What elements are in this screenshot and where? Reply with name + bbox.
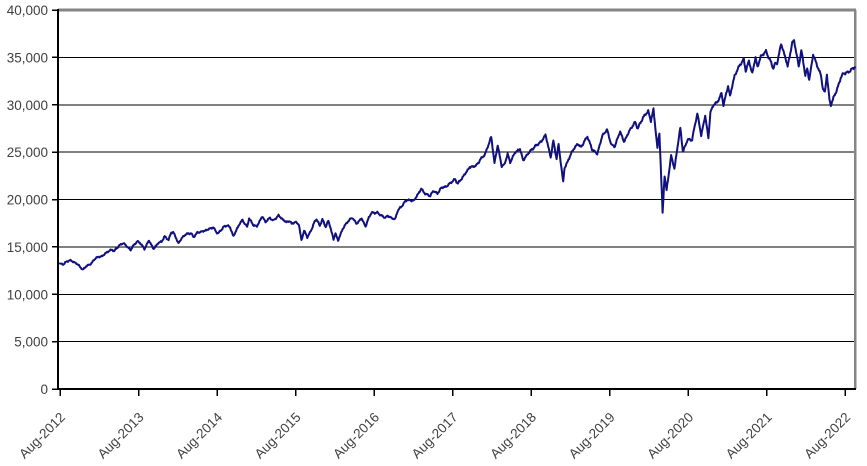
- x-axis-label: Aug-2017: [409, 410, 461, 462]
- x-axis-label: Aug-2018: [487, 410, 539, 462]
- x-axis-label: Aug-2019: [566, 410, 618, 462]
- y-axis-label: 5,000: [14, 335, 48, 350]
- x-axis-label: Aug-2022: [801, 410, 853, 462]
- y-axis-label: 35,000: [7, 50, 48, 65]
- x-axis-label: Aug-2021: [723, 410, 775, 462]
- x-axis-label: Aug-2012: [16, 410, 68, 462]
- y-axis-label: 10,000: [7, 287, 48, 302]
- y-axis-label: 20,000: [7, 193, 48, 208]
- price-line: [59, 39, 856, 271]
- y-axis-label: 15,000: [7, 240, 48, 255]
- x-axis-label: Aug-2015: [252, 410, 304, 462]
- x-axis-label: Aug-2020: [644, 410, 696, 462]
- x-axis-label: Aug-2014: [173, 409, 225, 461]
- y-axis-label: 25,000: [7, 145, 48, 160]
- y-axis-label: 0: [40, 382, 48, 397]
- y-axis-label: 40,000: [7, 3, 48, 18]
- x-axis-label: Aug-2013: [95, 410, 147, 462]
- y-axis-label: 30,000: [7, 98, 48, 113]
- x-axis-label: Aug-2016: [330, 410, 382, 462]
